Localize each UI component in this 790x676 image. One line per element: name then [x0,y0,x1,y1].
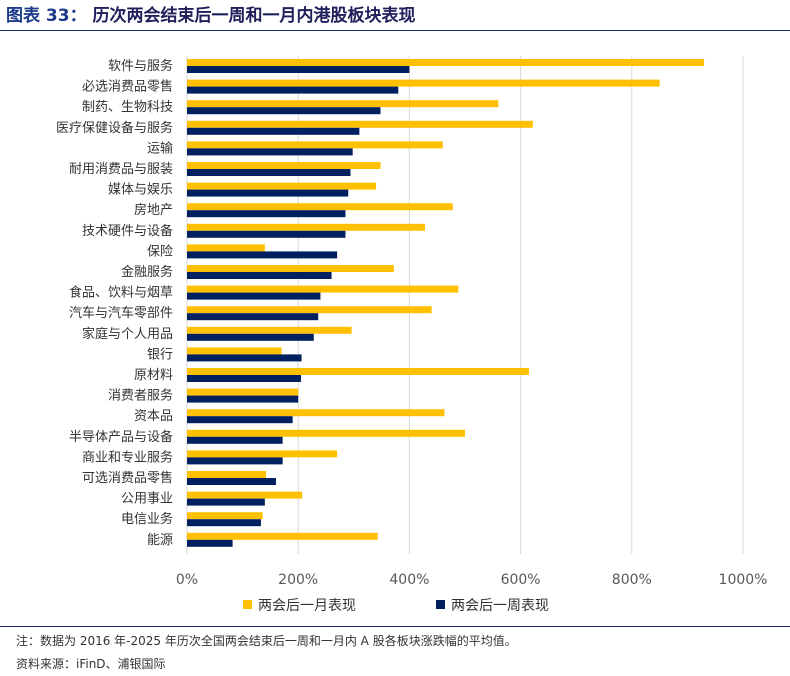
week-bar [187,251,338,259]
week-bar [187,210,346,218]
category-label: 半导体产品与设备 [69,429,173,445]
week-bar [187,169,351,176]
category-label: 软件与服务 [108,58,173,74]
month-bar [187,409,445,417]
title-rule [0,30,790,31]
month-bar [187,203,453,211]
week-bar [187,127,360,135]
month-bar [187,471,266,478]
category-label: 电信业务 [121,511,173,527]
week-bar [187,148,353,156]
month-bar [187,512,263,520]
week-bar [187,375,301,382]
category-label: 资本品 [134,409,173,424]
month-bar [187,368,529,375]
source-note: 资料来源：iFinD、浦银国际 [16,657,166,671]
category-label: 耐用消费品与服装 [69,162,173,177]
week-bar [187,107,381,115]
category-label: 商业和专业服务 [82,449,173,465]
category-label: 制药、生物科技 [82,100,173,115]
month-bar [187,141,443,149]
month-bar [187,326,352,334]
category-label: 可选消费品零售 [82,470,173,486]
week-bar [187,292,321,300]
category-label: 金融服务 [121,264,173,280]
footer-rule [0,626,790,627]
month-bar [187,429,465,437]
x-tick-label: 200% [278,572,318,588]
month-bar [187,100,499,108]
month-bar [187,532,378,540]
category-label: 保险 [147,244,173,259]
week-bar [187,66,410,73]
category-label: 家庭与个人用品 [82,326,173,342]
legend-swatch-month [243,600,252,609]
week-bar [187,86,399,94]
month-bar [187,347,282,355]
category-label: 技术硬件与设备 [82,223,173,239]
category-label: 运输 [147,140,173,156]
x-tick-label: 400% [389,572,429,588]
x-tick-label: 600% [501,572,541,588]
month-bar [187,79,660,87]
week-bar [187,230,346,238]
week-bar [187,457,283,465]
week-bar [187,539,233,547]
month-bar [187,450,338,458]
month-bar [187,306,432,314]
week-bar [187,272,332,279]
week-bar [187,436,283,444]
week-bar [187,313,319,321]
figure-number: 33： [45,6,87,26]
category-label: 消费者服务 [108,388,173,404]
month-bar [187,491,303,499]
month-bar [187,120,533,128]
week-bar [187,333,314,341]
figure-title: 图表 33： 历次两会结束后一周和一月内港股板块表现 [6,4,416,28]
week-bar [187,519,261,527]
category-label: 银行 [147,347,173,362]
month-bar [187,388,299,396]
month-bar [187,285,459,293]
category-label: 原材料 [134,368,173,383]
figure-title-text: 历次两会结束后一周和一月内港股板块表现 [92,6,416,26]
figure-label: 图表 [6,6,40,26]
week-bar [187,395,299,403]
category-label: 房地产 [134,202,173,218]
category-label: 必选消费品零售 [82,79,173,95]
week-bar [187,189,349,197]
category-label: 汽车与汽车零部件 [69,305,173,321]
category-label: 公用事业 [121,492,173,507]
month-bar [187,162,381,169]
month-bar [187,223,425,231]
week-bar [187,354,302,362]
week-bar [187,498,265,506]
category-label: 医疗保健设备与服务 [56,120,173,136]
x-tick-label: 800% [612,572,652,588]
category-label: 食品、饮料与烟草 [69,285,173,301]
footnote: 注：数据为 2016 年-2025 年历次全国两会结束后一周和一月内 A 股各板… [16,634,517,648]
month-bar [187,59,705,66]
legend-label-month: 两会后一月表现 [258,598,356,614]
month-bar [187,182,377,190]
legend-label-week: 两会后一周表现 [451,598,549,614]
category-label: 媒体与娱乐 [108,183,173,198]
month-bar [187,265,394,272]
legend-swatch-week [436,600,445,609]
week-bar [187,416,293,424]
category-label: 能源 [147,533,173,548]
month-bar [187,244,265,252]
x-tick-label: 1000% [719,572,768,588]
x-tick-label: 0% [176,572,198,588]
bar-chart: 软件与服务必选消费品零售制药、生物科技医疗保健设备与服务运输耐用消费品与服装媒体… [56,56,768,614]
week-bar [187,478,276,485]
